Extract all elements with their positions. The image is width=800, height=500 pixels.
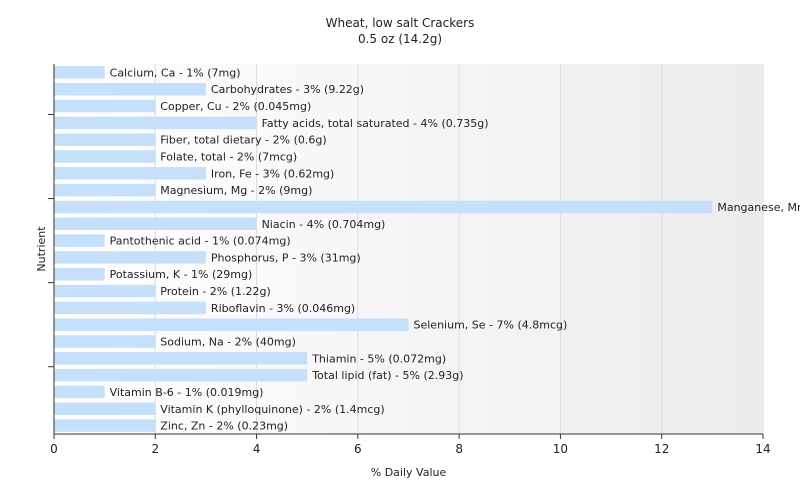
bars: Calcium, Ca - 1% (7mg) Carbohydrates - 3%… [54, 66, 800, 433]
bar-label: Thiamin - 5% (0.072mg) [311, 352, 446, 365]
bar [54, 284, 156, 298]
bar [54, 82, 206, 96]
x-tick-label: 14 [755, 442, 770, 456]
bar [54, 385, 105, 399]
bar-label: Fatty acids, total saturated - 4% (0.735… [262, 117, 489, 130]
bar-label: Zinc, Zn - 2% (0.23mg) [160, 420, 288, 433]
bar-label: Potassium, K - 1% (29mg) [110, 268, 253, 281]
chart-title-block: Wheat, low salt Crackers 0.5 oz (14.2g) [0, 15, 800, 47]
bar [54, 368, 308, 382]
x-tick-label: 8 [455, 442, 463, 456]
axes: 0 2 4 6 8 10 12 14 [48, 64, 771, 456]
bar [54, 301, 206, 315]
bar [54, 183, 156, 197]
x-tick-label: 2 [151, 442, 159, 456]
chart-title: Wheat, low salt Crackers [325, 16, 475, 30]
bar-label: Niacin - 4% (0.704mg) [262, 218, 386, 231]
bar [54, 318, 409, 331]
x-tick-label: 10 [553, 442, 568, 456]
x-tick-label: 4 [253, 442, 261, 456]
bar-label: Folate, total - 2% (7mcg) [160, 151, 297, 164]
bar-label: Magnesium, Mg - 2% (9mg) [160, 184, 312, 197]
chart-subtitle: 0.5 oz (14.2g) [357, 32, 443, 46]
grid-lines [154, 64, 764, 434]
bar [54, 267, 105, 281]
bar-label: Sodium, Na - 2% (40mg) [160, 336, 296, 349]
x-tick-label: 12 [654, 442, 669, 456]
bar-label: Riboflavin - 3% (0.046mg) [211, 302, 355, 315]
bar [54, 335, 156, 348]
bar [54, 133, 156, 146]
bar [54, 200, 713, 214]
bar [54, 234, 105, 247]
x-tick-label: 6 [354, 442, 362, 456]
bar [54, 116, 257, 130]
x-tick-label: 0 [50, 442, 58, 456]
bar [54, 150, 156, 163]
y-axis-title: Nutrient [35, 226, 48, 272]
bar [54, 66, 105, 79]
bar [54, 402, 156, 416]
bar [54, 167, 206, 180]
bar [54, 251, 206, 264]
bar-label: Iron, Fe - 3% (0.62mg) [211, 167, 334, 180]
bar-label: Selenium, Se - 7% (4.8mcg) [414, 319, 568, 332]
bar-label: Total lipid (fat) - 5% (2.93g) [311, 369, 463, 382]
bar-label: Vitamin K (phylloquinone) - 2% (1.4mcg) [160, 403, 384, 416]
bar-label: Manganese, Mn - 13% (0.253mg) [717, 201, 800, 214]
bar-label: Protein - 2% (1.22g) [160, 285, 271, 298]
bar [54, 352, 308, 365]
x-axis-title: % Daily Value [371, 466, 447, 479]
bar-label: Phosphorus, P - 3% (31mg) [211, 251, 361, 264]
bar-label: Fiber, total dietary - 2% (0.6g) [160, 134, 326, 147]
bar [54, 217, 257, 231]
bar [54, 419, 156, 432]
bar-label: Carbohydrates - 3% (9.22g) [211, 83, 364, 96]
bar-label: Vitamin B-6 - 1% (0.019mg) [110, 386, 264, 399]
bar-label: Pantothenic acid - 1% (0.074mg) [110, 235, 291, 248]
bar-label: Copper, Cu - 2% (0.045mg) [160, 100, 311, 113]
bar [54, 99, 156, 113]
bar-label: Calcium, Ca - 1% (7mg) [110, 66, 241, 79]
